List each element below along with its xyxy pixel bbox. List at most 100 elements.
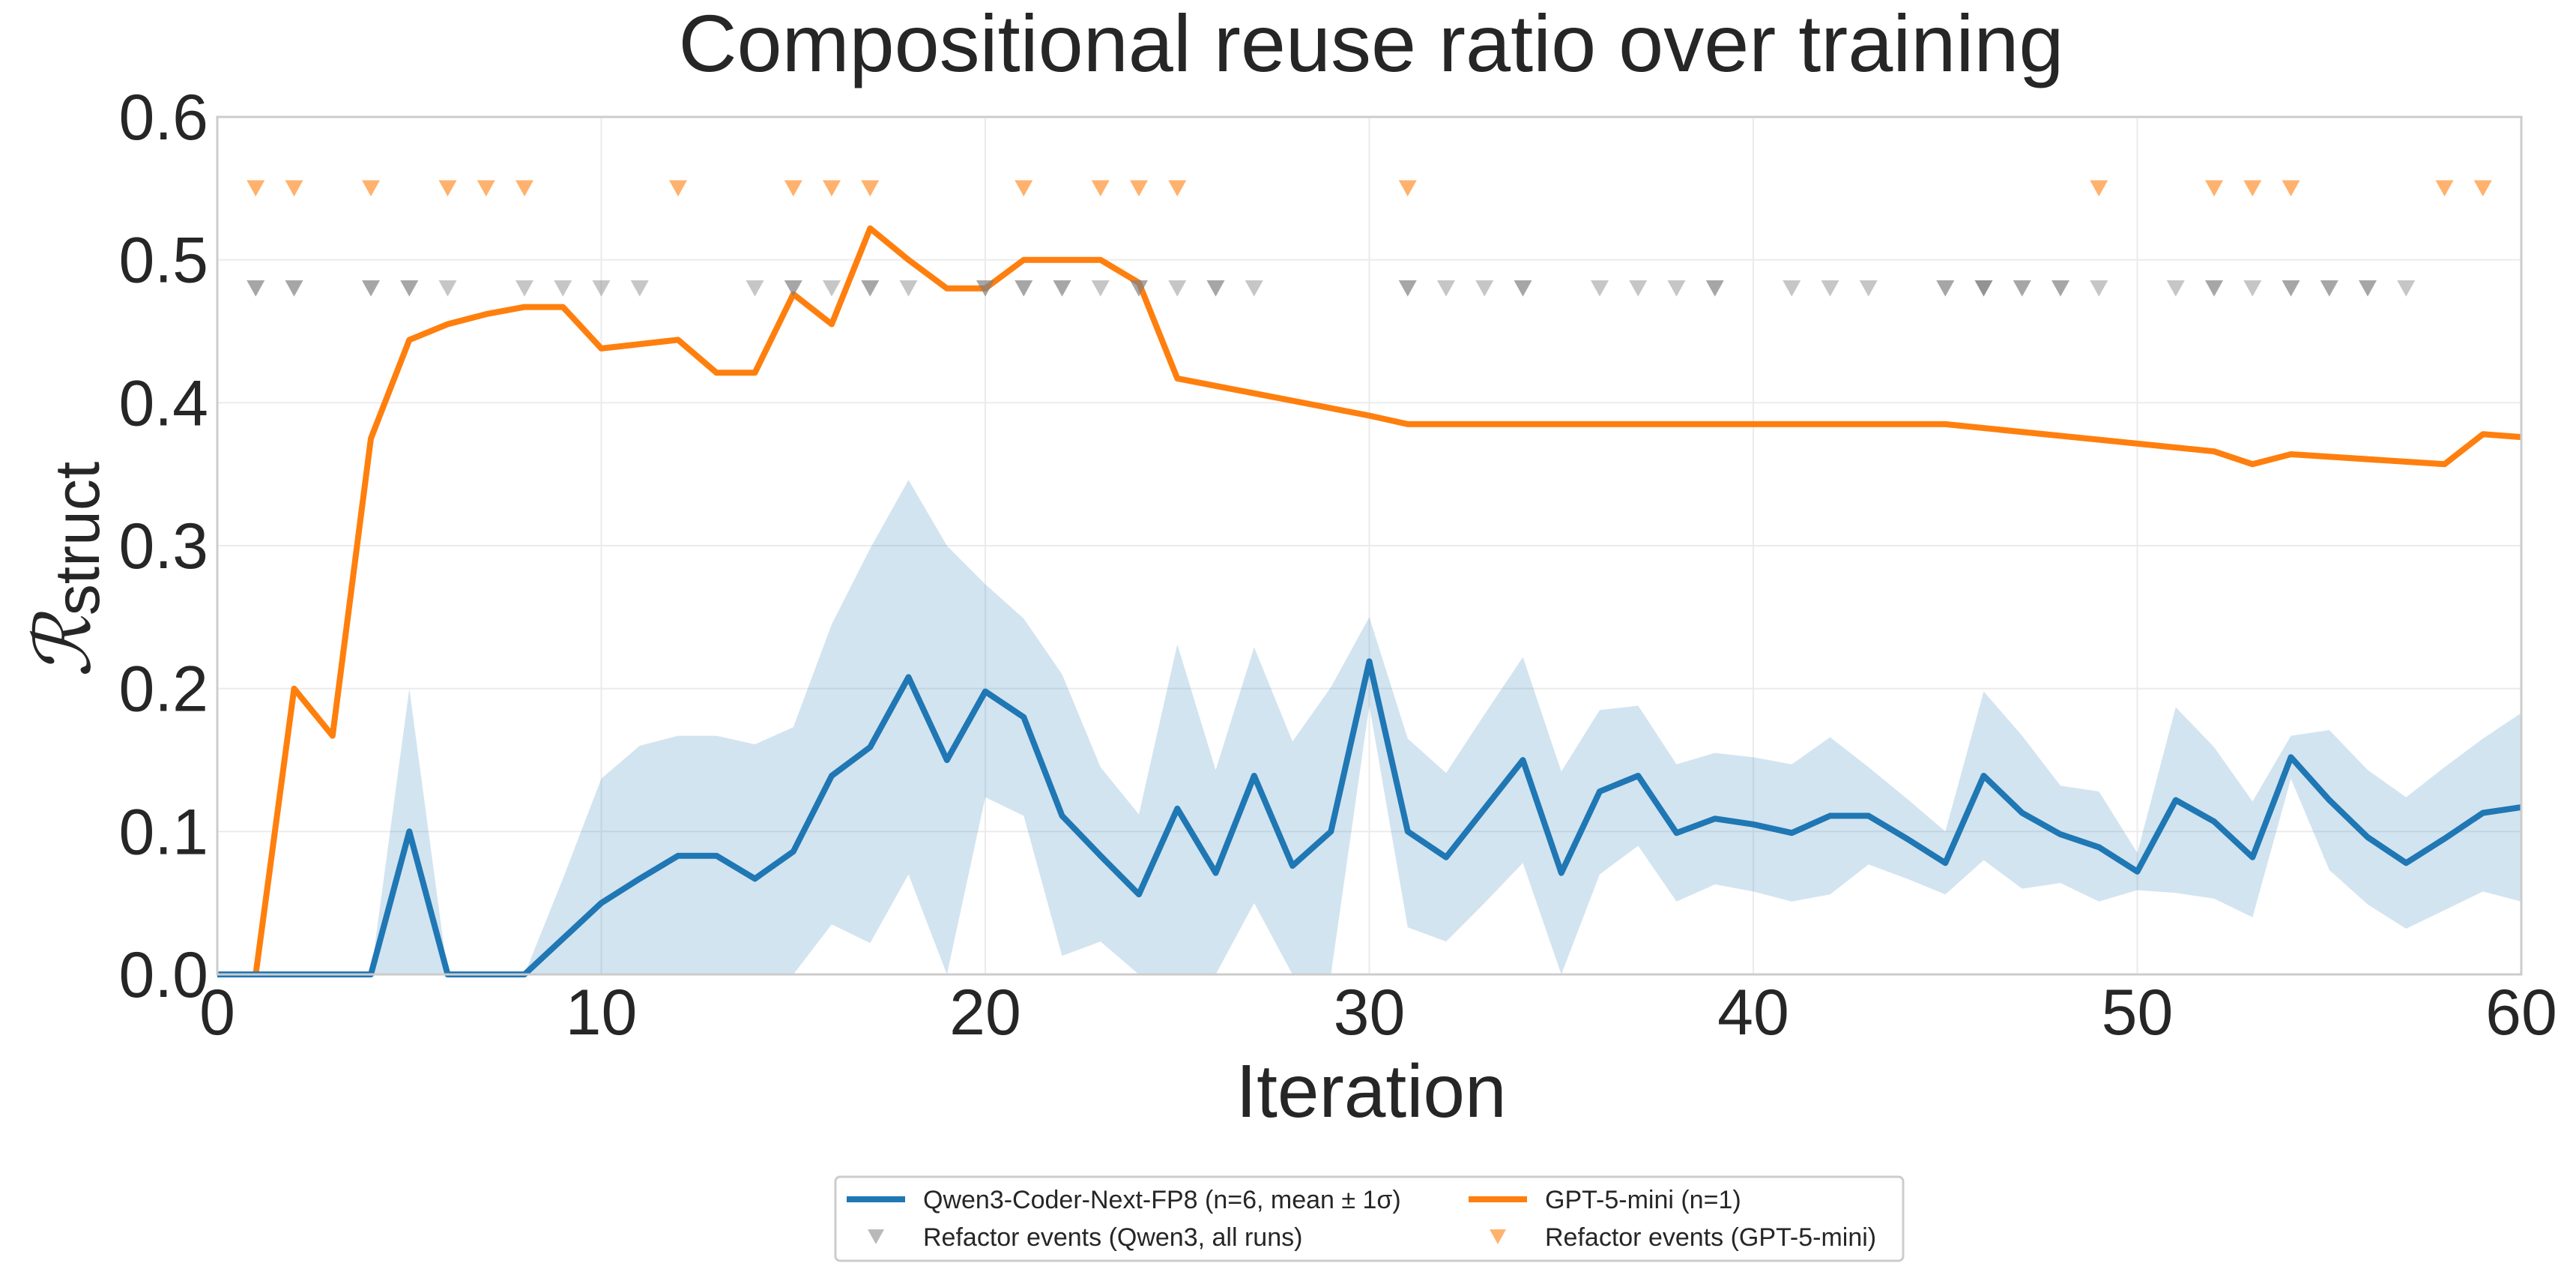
y-tick-label: 0.3	[118, 510, 208, 582]
refactor-event-qwen	[2320, 280, 2338, 297]
y-axis-label-subscript: struct	[42, 462, 112, 615]
refactor-event-gpt	[1015, 180, 1033, 197]
refactor-event-qwen	[2282, 280, 2300, 297]
y-axis-label-main: ℛ	[17, 610, 109, 678]
refactor-event-gpt	[438, 180, 457, 197]
refactor-event-gpt	[669, 180, 687, 197]
refactor-event-qwen	[1705, 280, 1724, 297]
refactor-event-qwen	[1936, 280, 1955, 297]
refactor-event-qwen	[746, 280, 764, 297]
refactor-event-qwen	[2166, 280, 2185, 297]
refactor-event-qwen	[1974, 280, 1993, 297]
chart-title: Compositional reuse ratio over training	[679, 0, 2064, 88]
refactor-event-gpt	[2205, 180, 2223, 197]
refactor-event-qwen	[2397, 280, 2416, 297]
x-tick-labels: 0 10 20 30 40 50 60	[199, 977, 2557, 1049]
refactor-event-qwen	[1859, 280, 1878, 297]
refactor-event-gpt	[2435, 180, 2454, 197]
refactor-event-qwen	[2359, 280, 2377, 297]
refactor-event-qwen	[1783, 280, 1801, 297]
refactor-event-gpt	[362, 180, 380, 197]
refactor-event-qwen	[1437, 280, 1455, 297]
refactor-event-gpt	[1091, 180, 1110, 197]
svg-text:ℛstruct: ℛstruct	[17, 462, 112, 678]
refactor-event-markers	[247, 180, 2492, 297]
refactor-event-gpt	[1130, 180, 1148, 197]
refactor-event-gpt	[1168, 180, 1187, 197]
refactor-event-qwen	[976, 280, 994, 297]
y-tick-label: 0.1	[118, 796, 208, 868]
refactor-event-gpt	[861, 180, 880, 197]
refactor-event-gpt	[823, 180, 841, 197]
refactor-event-gpt	[285, 180, 303, 197]
legend-box	[834, 1175, 1905, 1262]
legend-label: GPT-5-mini (n=1)	[1545, 1186, 1741, 1214]
refactor-event-qwen	[1130, 280, 1148, 297]
y-tick-label: 0.0	[118, 939, 208, 1011]
x-tick-label: 30	[1334, 977, 1406, 1049]
legend-entry-qwen3: Qwen3-Coder-Next-FP8 (n=6, mean ± 1σ)	[847, 1186, 1401, 1214]
y-tick-label: 0.4	[118, 367, 208, 439]
x-tick-label: 60	[2485, 977, 2557, 1049]
refactor-event-qwen	[362, 280, 380, 297]
legend-label: Refactor events (Qwen3, all runs)	[923, 1223, 1302, 1252]
refactor-event-qwen	[1015, 280, 1033, 297]
refactor-event-qwen	[285, 280, 303, 297]
refactor-event-gpt	[477, 180, 495, 197]
refactor-event-gpt	[2243, 180, 2262, 197]
x-tick-label: 20	[949, 977, 1021, 1049]
y-axis-label: ℛstruct	[17, 462, 112, 678]
refactor-event-gpt	[247, 180, 265, 197]
refactor-event-qwen	[1245, 280, 1263, 297]
refactor-event-qwen	[784, 280, 802, 297]
refactor-event-qwen	[2090, 280, 2108, 297]
refactor-event-qwen	[1091, 280, 1110, 297]
y-tick-label: 0.2	[118, 654, 208, 726]
x-axis-label: Iteration	[1236, 1049, 1506, 1133]
refactor-event-qwen	[630, 280, 649, 297]
legend-entry-gpt-events: Refactor events (GPT-5-mini)	[1490, 1223, 1876, 1252]
refactor-event-qwen	[438, 280, 457, 297]
series-line-gpt-5-mini	[217, 225, 2522, 977]
refactor-event-qwen	[1206, 280, 1225, 297]
y-tick-label: 0.5	[118, 225, 208, 297]
legend-entry-qwen3-events: Refactor events (Qwen3, all runs)	[868, 1223, 1302, 1252]
y-tick-labels: 0.0 0.1 0.2 0.3 0.4 0.5 0.6	[118, 82, 208, 1011]
legend: Qwen3-Coder-Next-FP8 (n=6, mean ± 1σ) GPT…	[834, 1175, 1905, 1262]
refactor-event-qwen	[1168, 280, 1187, 297]
refactor-event-qwen	[592, 280, 611, 297]
x-tick-label: 40	[1717, 977, 1789, 1049]
refactor-event-qwen	[1591, 280, 1609, 297]
x-tick-label: 10	[566, 977, 638, 1049]
x-tick-label: 50	[2102, 977, 2174, 1049]
legend-label: Refactor events (GPT-5-mini)	[1545, 1223, 1876, 1252]
refactor-event-qwen	[1514, 280, 1532, 297]
refactor-event-qwen	[2243, 280, 2262, 297]
plot-border	[216, 115, 2523, 976]
x-tick-label: 0	[199, 977, 235, 1049]
refactor-event-qwen	[861, 280, 880, 297]
refactor-event-qwen	[1475, 280, 1494, 297]
refactor-event-gpt	[784, 180, 802, 197]
legend-entry-gpt-5-mini: GPT-5-mini (n=1)	[1469, 1186, 1741, 1214]
refactor-event-qwen	[899, 280, 918, 297]
refactor-event-qwen	[1667, 280, 1686, 297]
legend-label: Qwen3-Coder-Next-FP8 (n=6, mean ± 1σ)	[923, 1186, 1401, 1214]
legend-swatch-marker	[868, 1229, 884, 1244]
refactor-event-gpt	[2473, 180, 2492, 197]
refactor-event-qwen	[247, 280, 265, 297]
refactor-event-qwen	[2052, 280, 2069, 297]
refactor-event-qwen	[2205, 280, 2223, 297]
refactor-event-qwen	[1398, 280, 1417, 297]
refactor-event-gpt	[1398, 180, 1417, 197]
refactor-event-gpt	[2090, 180, 2108, 197]
plot-frame	[216, 115, 2523, 976]
series-lines	[217, 225, 2522, 977]
series-line-qwen3	[217, 658, 2522, 977]
refactor-event-qwen	[554, 280, 572, 297]
refactor-event-qwen	[1821, 280, 1839, 297]
refactor-event-qwen	[1629, 280, 1648, 297]
y-tick-label: 0.6	[118, 82, 208, 154]
refactor-event-gpt	[2282, 180, 2300, 197]
